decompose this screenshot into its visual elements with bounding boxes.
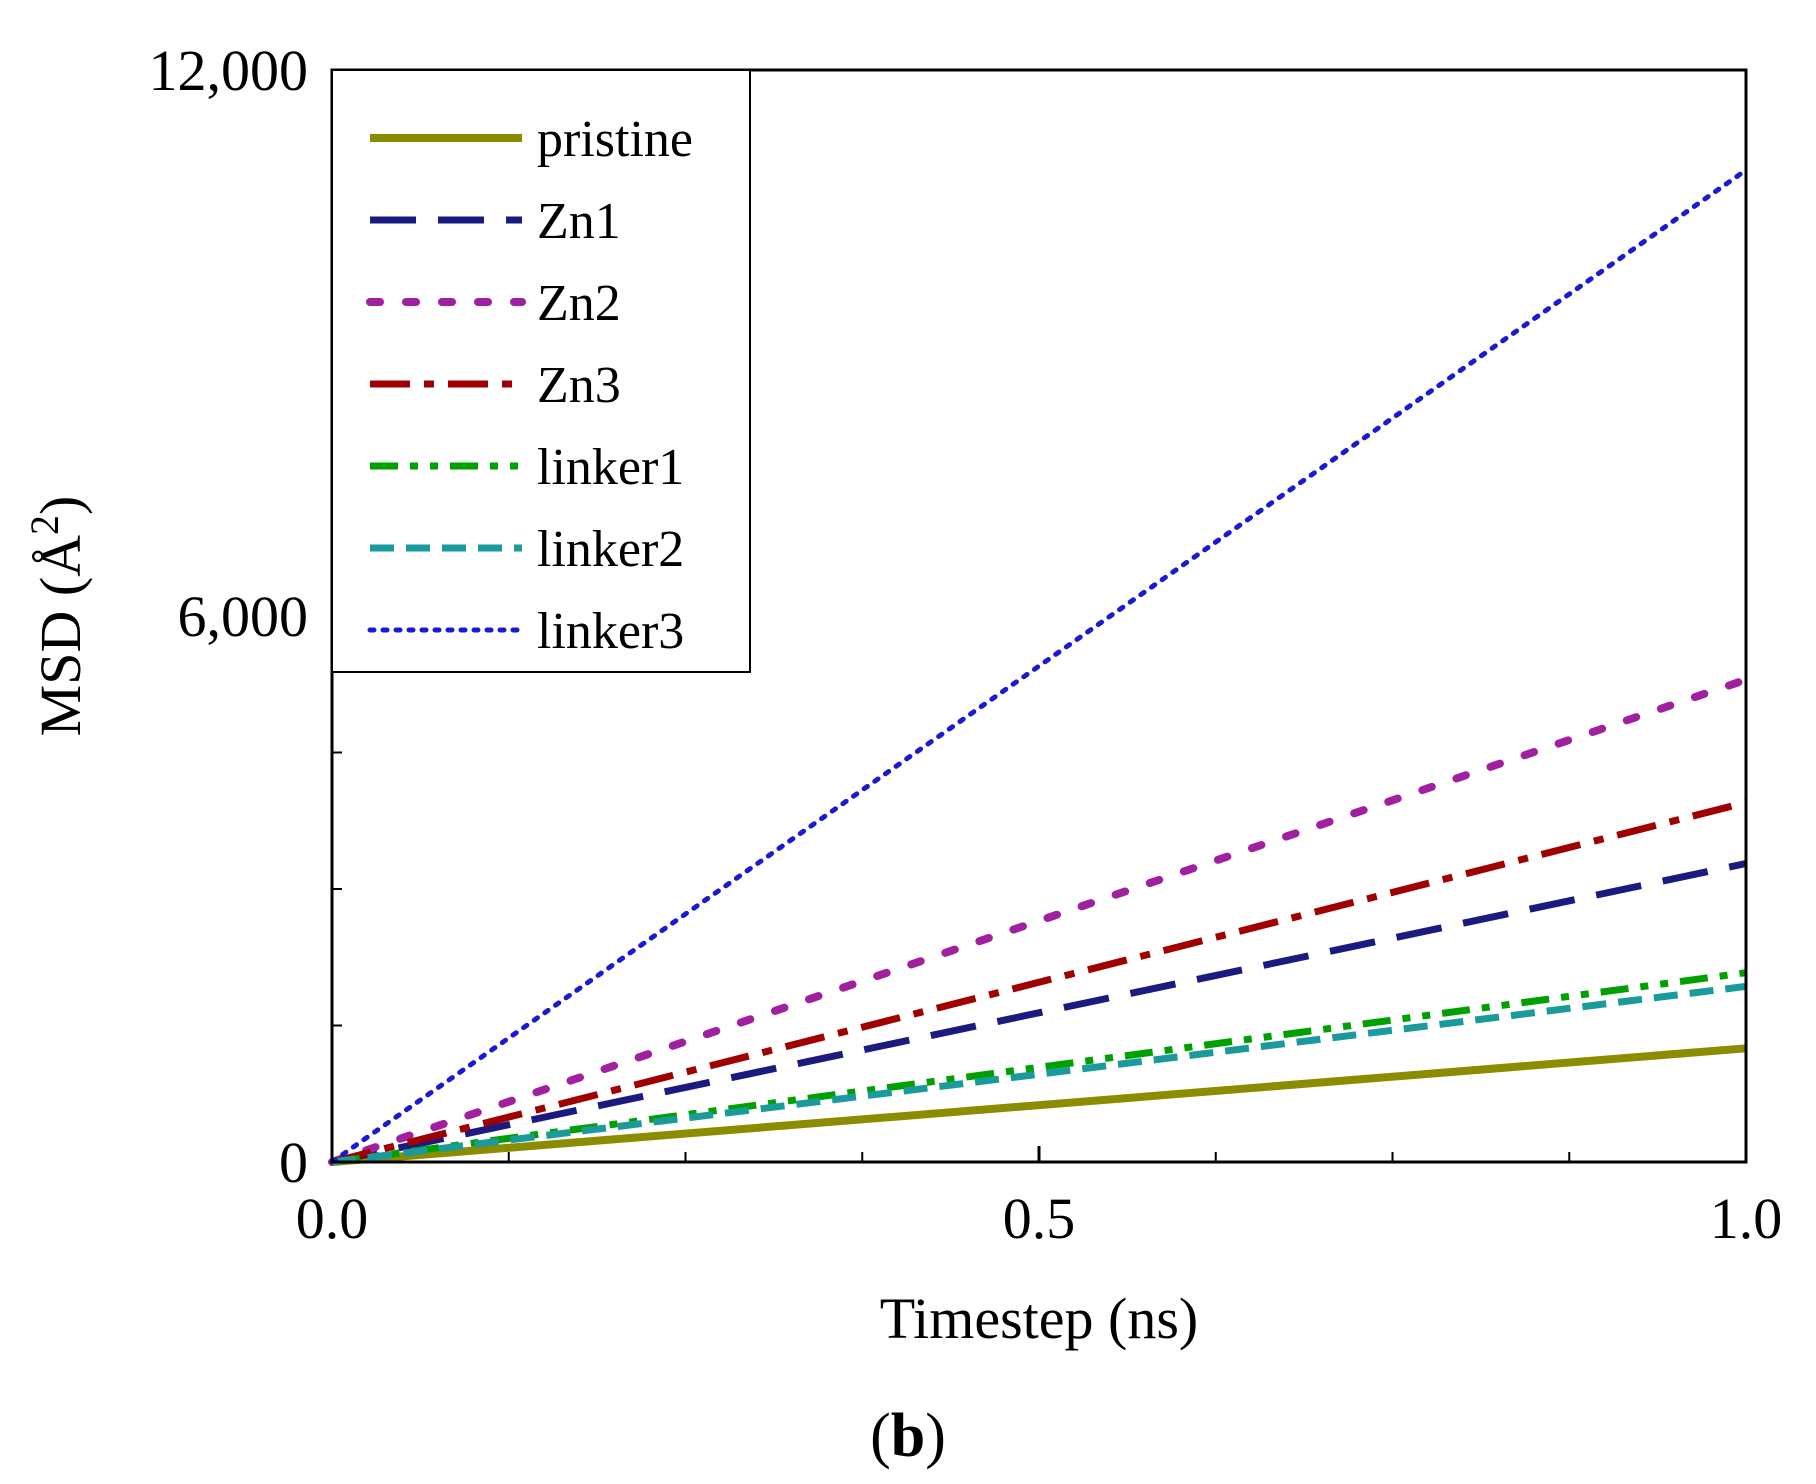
- x-tick-label: 0.0: [296, 1186, 369, 1251]
- series-line-Zn3: [331, 799, 1747, 1166]
- x-tick-label: 0.5: [1003, 1186, 1076, 1251]
- series-line-linker3: [329, 167, 1749, 1165]
- y-tick-label: 6,000: [178, 584, 309, 649]
- legend-label-Zn3: Zn3: [537, 357, 621, 414]
- y-axis-label: MSD (Å2): [22, 496, 93, 737]
- series-line-Zn2: [328, 675, 1750, 1166]
- legend-label-linker2: linker2: [537, 521, 684, 578]
- x-tick-label: 1.0: [1710, 1186, 1783, 1251]
- x-axis-label: Timestep (ns): [880, 1286, 1199, 1351]
- legend-label-Zn2: Zn2: [537, 275, 621, 332]
- legend-label-Zn1: Zn1: [537, 193, 621, 250]
- series-line-Zn1: [331, 860, 1747, 1166]
- y-tick-label: 0: [279, 1130, 308, 1195]
- panel-label: (b): [870, 1402, 946, 1470]
- legend-label-pristine: pristine: [537, 111, 693, 168]
- legend-box: [331, 69, 751, 673]
- legend-label-linker1: linker1: [537, 439, 684, 496]
- series-line-pristine: [331, 1044, 1747, 1166]
- legend-label-linker3: linker3: [537, 603, 684, 660]
- series-line-linker2: [331, 982, 1747, 1166]
- y-tick-label: 12,000: [149, 38, 309, 103]
